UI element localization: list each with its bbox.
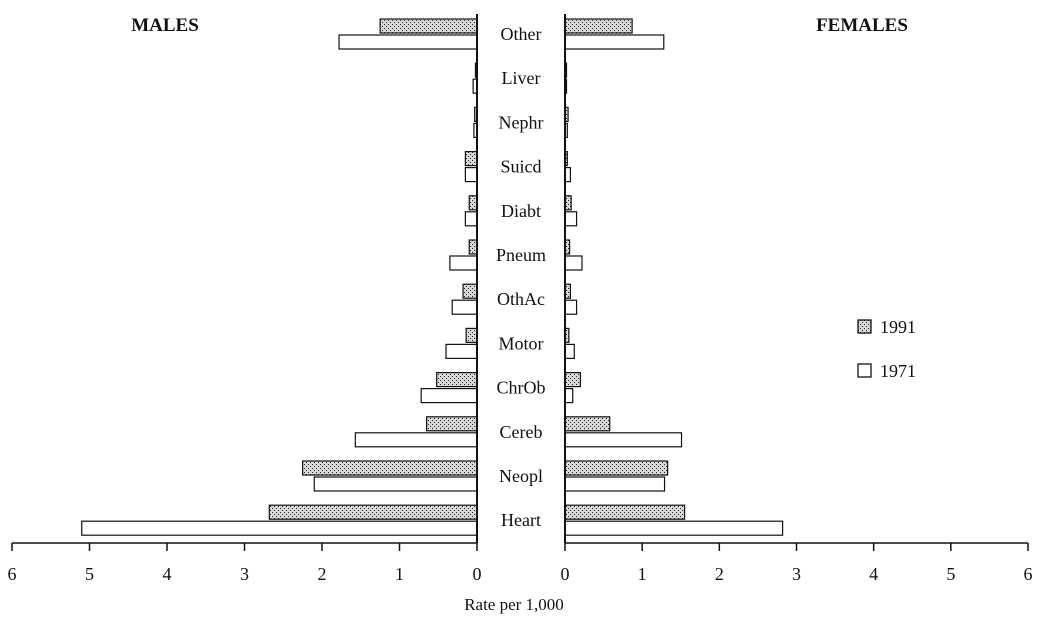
x-axis-label: Rate per 1,000 bbox=[464, 595, 564, 614]
legend-label-1991: 1991 bbox=[880, 317, 916, 337]
bar-male-1971-suicd bbox=[464, 167, 478, 183]
category-label-othac: OthAc bbox=[497, 289, 545, 309]
bar-female-1991-neopl bbox=[564, 460, 669, 476]
x-tick-label: 6 bbox=[1024, 564, 1033, 584]
bar-male-1991-neopl bbox=[302, 460, 478, 476]
x-tick-label: 5 bbox=[85, 564, 94, 584]
category-label-nephr: Nephr bbox=[499, 112, 544, 132]
males-bars bbox=[81, 14, 478, 543]
x-tick-label: 1 bbox=[638, 564, 647, 584]
bar-female-1991-chrob bbox=[564, 372, 582, 388]
bar-female-1971-othac bbox=[564, 299, 578, 315]
bar-male-1991-cereb bbox=[426, 416, 478, 432]
bar-male-1991-other bbox=[379, 18, 478, 34]
bar-female-1971-motor bbox=[564, 343, 575, 359]
x-tick-label: 6 bbox=[8, 564, 17, 584]
bar-male-1971-motor bbox=[445, 343, 478, 359]
category-label-suicd: Suicd bbox=[500, 157, 541, 177]
category-label-liver: Liver bbox=[502, 68, 541, 88]
bar-female-1971-cereb bbox=[564, 432, 683, 448]
bar-male-1971-heart bbox=[81, 520, 478, 536]
bar-male-1991-pneum bbox=[468, 239, 478, 255]
bar-male-1971-neopl bbox=[313, 476, 478, 492]
legend-swatch-1991 bbox=[857, 319, 872, 334]
bar-female-1991-other bbox=[564, 18, 633, 34]
bar-male-1971-othac bbox=[451, 299, 478, 315]
bar-male-1991-motor bbox=[465, 327, 478, 343]
category-label-diabt: Diabt bbox=[501, 201, 541, 221]
x-tick-label: 0 bbox=[473, 564, 482, 584]
legend-swatch-1971 bbox=[857, 363, 872, 378]
x-tick-label: 2 bbox=[318, 564, 327, 584]
bar-male-1991-suicd bbox=[464, 151, 478, 167]
bar-female-1991-heart bbox=[564, 504, 686, 520]
females-panel-title: FEMALES bbox=[816, 15, 908, 36]
bar-male-1971-diabt bbox=[464, 211, 478, 227]
x-tick-label: 3 bbox=[240, 564, 249, 584]
bar-female-1971-diabt bbox=[564, 211, 578, 227]
x-tick-labels: 6 5 4 3 2 1 0 0 1 2 3 4 5 6 bbox=[8, 564, 1033, 584]
x-tick-label: 4 bbox=[869, 564, 878, 584]
category-label-cereb: Cereb bbox=[500, 422, 543, 442]
bar-male-1991-chrob bbox=[436, 372, 478, 388]
category-label-pneum: Pneum bbox=[496, 245, 546, 265]
x-tick-label: 2 bbox=[715, 564, 724, 584]
bar-male-1971-other bbox=[338, 34, 478, 50]
bar-male-1991-othac bbox=[462, 283, 478, 299]
bar-female-1971-neopl bbox=[564, 476, 666, 492]
x-tick-label: 3 bbox=[792, 564, 801, 584]
x-tick-label: 4 bbox=[163, 564, 172, 584]
bar-male-1991-heart bbox=[268, 504, 478, 520]
legend-label-1971: 1971 bbox=[880, 361, 916, 381]
females-bars bbox=[564, 14, 784, 543]
category-label-neopl: Neopl bbox=[499, 466, 543, 486]
category-label-heart: Heart bbox=[501, 510, 541, 530]
bar-male-1971-cereb bbox=[354, 432, 478, 448]
x-tick-label: 0 bbox=[561, 564, 570, 584]
bar-female-1971-pneum bbox=[564, 255, 583, 271]
bar-male-1971-pneum bbox=[449, 255, 478, 271]
legend: 1991 1971 bbox=[857, 317, 916, 381]
category-labels: Other Liver Nephr Suicd Diabt Pneum OthAc Motor… bbox=[496, 24, 546, 530]
x-tick-label: 5 bbox=[946, 564, 955, 584]
bar-female-1991-cereb bbox=[564, 416, 611, 432]
males-panel-title: MALES bbox=[131, 15, 199, 36]
category-label-other: Other bbox=[501, 24, 542, 44]
x-tick-label: 1 bbox=[395, 564, 404, 584]
bar-female-1971-chrob bbox=[564, 388, 574, 404]
bar-male-1991-diabt bbox=[468, 195, 478, 211]
bar-male-1971-chrob bbox=[420, 388, 478, 404]
x-axes bbox=[11, 542, 1029, 551]
bar-female-1971-other bbox=[564, 34, 665, 50]
category-label-chrob: ChrOb bbox=[497, 378, 546, 398]
category-label-motor: Motor bbox=[499, 333, 544, 353]
bar-female-1971-heart bbox=[564, 520, 784, 536]
